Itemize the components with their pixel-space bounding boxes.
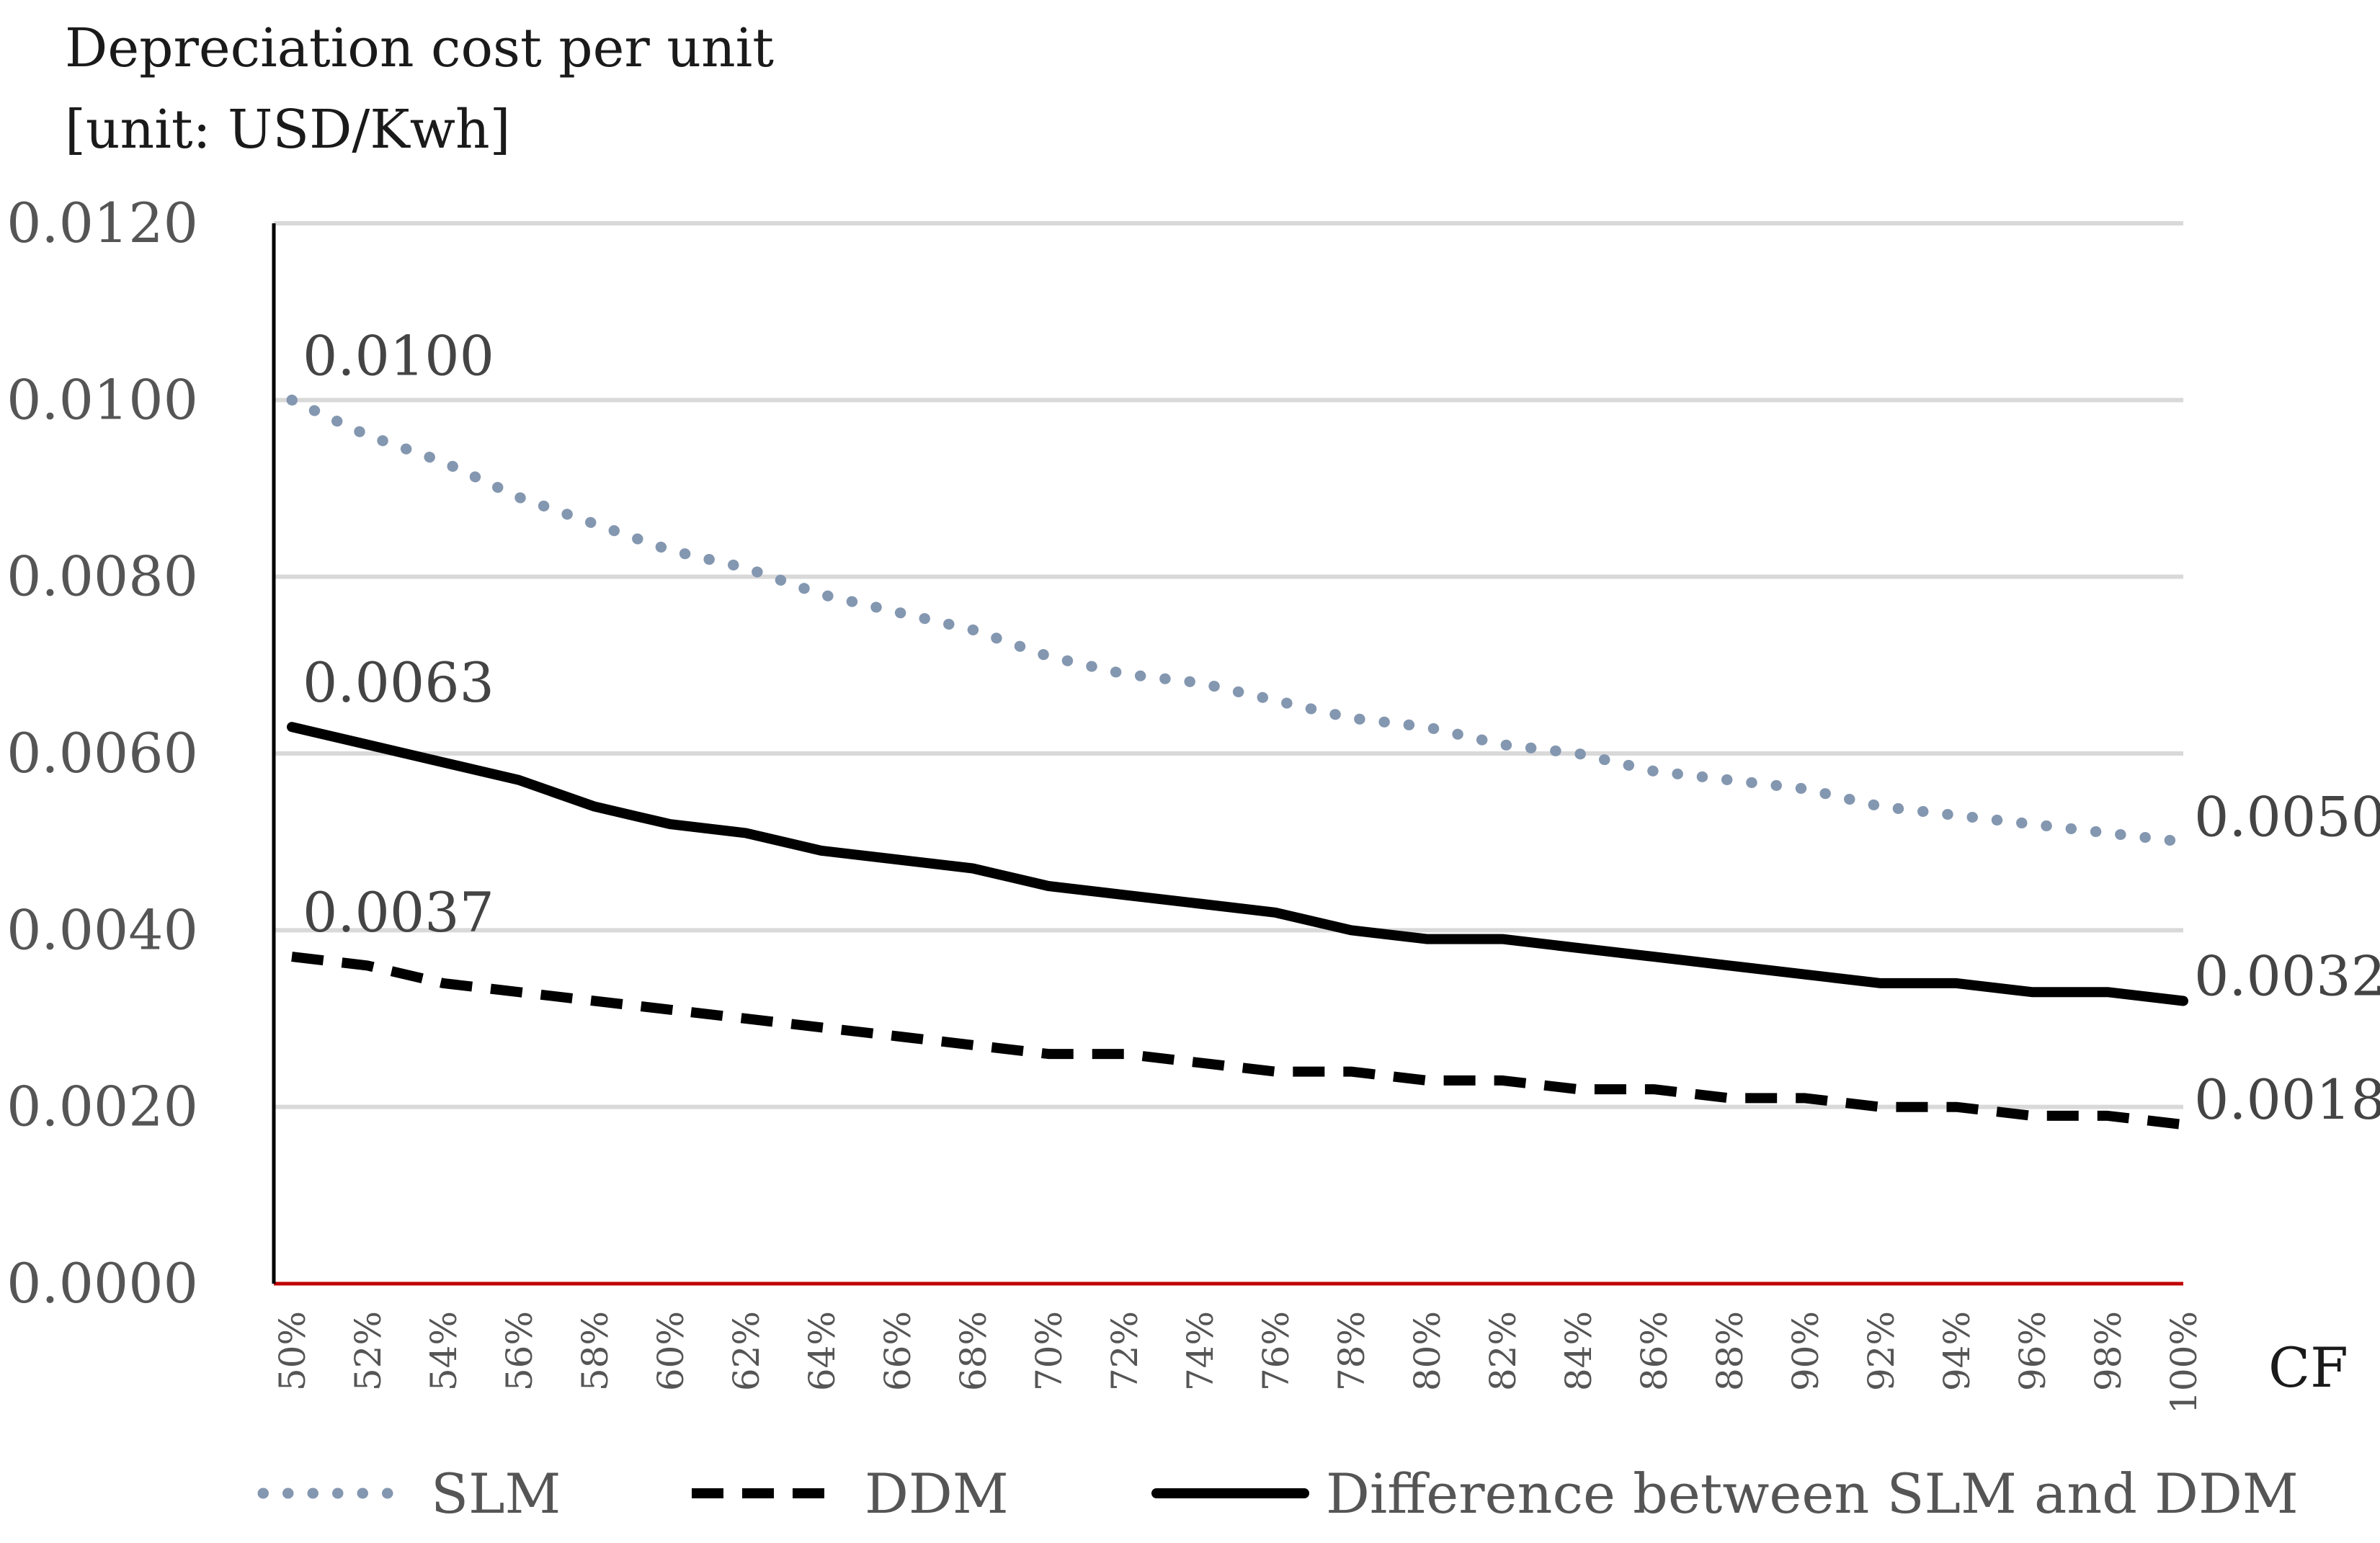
series-line-ddm	[291, 952, 2184, 1130]
x-tick-label: 64%	[801, 1311, 843, 1391]
data-label-end: 0.0018	[2194, 1068, 2380, 1132]
x-tick-label: 66%	[877, 1311, 919, 1391]
data-label-end: 0.0050	[2194, 785, 2380, 849]
data-label-end: 0.0032	[2194, 944, 2380, 1008]
legend-label: DDM	[865, 1462, 1009, 1526]
x-tick-label: 80%	[1407, 1311, 1448, 1391]
x-tick-label: 94%	[1936, 1311, 1978, 1391]
grid-lines	[274, 221, 2183, 1109]
data-label-start: 0.0063	[303, 650, 494, 715]
series-line-slm	[286, 394, 2189, 848]
x-axis-title: CF	[2268, 1336, 2348, 1400]
y-axis-ticks: 0.0000 0.0020 0.0040 0.0060 0.0080 0.0100 0.01…	[6, 191, 198, 1315]
x-tick-label: 60%	[650, 1311, 692, 1391]
x-tick-label: 84%	[1558, 1311, 1600, 1391]
y-tick-label: 0.0060	[6, 721, 198, 785]
y-tick-label: 0.0040	[6, 898, 198, 962]
y-tick-label: 0.0080	[6, 545, 198, 609]
x-tick-label: 72%	[1104, 1311, 1146, 1391]
x-tick-label: 76%	[1255, 1311, 1297, 1391]
x-tick-label: 92%	[1860, 1311, 1902, 1391]
y-axis-title-line-1: Depreciation cost per unit	[65, 17, 774, 79]
x-tick-label: 88%	[1709, 1311, 1751, 1391]
x-tick-label: 86%	[1634, 1311, 1675, 1391]
legend: SLM DDM Difference between SLM and DDM	[257, 1462, 2299, 1526]
axes	[272, 223, 2183, 1286]
x-axis-ticks: 50% 52% 54% 56% 58% 60% 62% 64% 66% 68% 70% 72% 74% 7…	[272, 1311, 2205, 1414]
y-axis-title-line-2: [unit: USD/Kwh]	[65, 99, 511, 161]
x-tick-label: 96%	[2012, 1311, 2054, 1391]
series-line-difference-between-slm-and-ddm	[287, 722, 2188, 1006]
x-tick-label: 90%	[1785, 1311, 1827, 1391]
x-tick-label: 50%	[272, 1311, 313, 1391]
x-tick-label: 62%	[726, 1311, 767, 1391]
x-tick-label: 98%	[2087, 1311, 2129, 1391]
legend-label: Difference between SLM and DDM	[1326, 1462, 2299, 1526]
x-tick-label: 82%	[1482, 1311, 1524, 1391]
y-tick-label: 0.0020	[6, 1075, 198, 1139]
x-tick-label: 58%	[574, 1311, 616, 1391]
data-label-start: 0.0037	[303, 880, 494, 944]
x-tick-label: 74%	[1180, 1311, 1221, 1391]
x-tick-label: 70%	[1028, 1311, 1070, 1391]
y-tick-label: 0.0000	[6, 1251, 198, 1315]
y-tick-label: 0.0100	[6, 367, 198, 431]
legend-label: SLM	[431, 1462, 561, 1526]
y-tick-label: 0.0120	[6, 191, 198, 255]
x-tick-label: 100%	[2163, 1311, 2205, 1414]
x-tick-label: 78%	[1331, 1311, 1373, 1391]
data-label-start: 0.0100	[303, 323, 494, 388]
x-tick-label: 68%	[953, 1311, 994, 1391]
x-tick-label: 56%	[499, 1311, 540, 1391]
data-labels: 0.0100 0.0050 0.0037 0.0018 0.0063 0.0032	[303, 323, 2380, 1132]
series-lines	[286, 394, 2189, 1130]
x-tick-label: 52%	[347, 1311, 389, 1391]
y-axis-title: Depreciation cost per unit [unit: USD/Kw…	[65, 17, 774, 161]
x-tick-label: 54%	[423, 1311, 465, 1391]
